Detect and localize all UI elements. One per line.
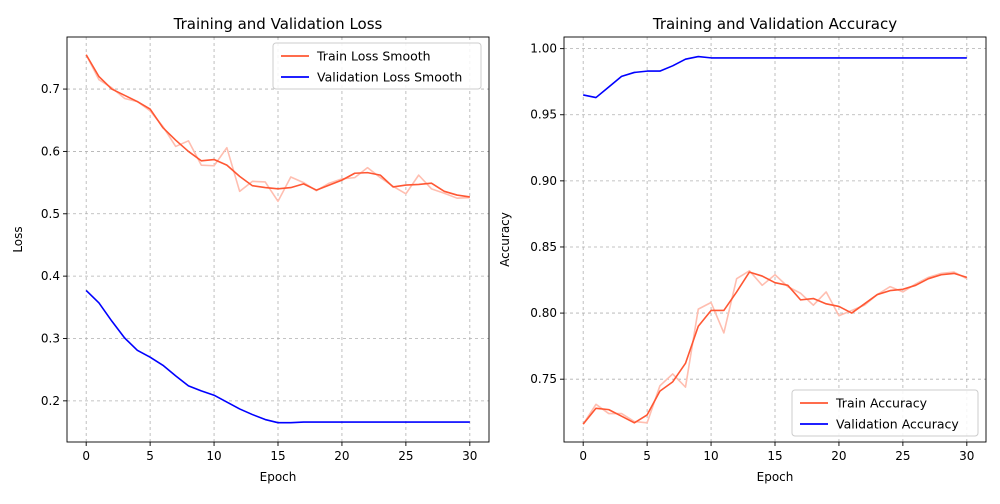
y-tick-label: 0.80 — [530, 306, 557, 320]
x-tick-label: 0 — [82, 449, 90, 463]
legend-entry: Train Accuracy — [835, 396, 928, 411]
x-tick-label: 20 — [831, 449, 846, 463]
y-tick-label: 0.85 — [530, 240, 557, 254]
legend: Train Accuracy Validation Accuracy — [791, 389, 979, 437]
y-tick-label: 0.90 — [530, 174, 557, 188]
y-axis-label: Accuracy — [498, 212, 512, 267]
y-tick-label: 0.2 — [41, 394, 60, 408]
x-tick-label: 15 — [767, 449, 782, 463]
series-line-validation-loss-smooth — [85, 289, 470, 424]
y-tick-label: 0.3 — [41, 331, 60, 345]
y-axis-label: Loss — [11, 226, 25, 252]
legend: Train Loss Smooth Validation Loss Smooth — [272, 42, 482, 90]
y-tick-label: 0.6 — [41, 144, 60, 158]
x-tick-label: 30 — [959, 449, 974, 463]
series-line-train-accuracy-raw — [582, 269, 968, 425]
y-tick-label: 0.7 — [41, 82, 60, 96]
y-tick-label: 0.95 — [530, 108, 557, 122]
chart-panel-1: 0 5 10 15 20 25 30 0.2 0.3 0.4 0.5 0.6 0.7 Training a… — [11, 15, 490, 484]
series-line-validation-accuracy — [583, 55, 967, 99]
series-line-train-loss-smooth — [85, 54, 470, 198]
legend-entry: Train Loss Smooth — [316, 49, 431, 64]
y-tick-label: 1.00 — [530, 42, 557, 56]
y-tick-label: 0.5 — [41, 207, 60, 221]
x-tick-label: 25 — [398, 449, 413, 463]
x-tick-label: 25 — [895, 449, 910, 463]
x-tick-label: 0 — [579, 449, 587, 463]
x-axis-label: Epoch — [757, 470, 794, 484]
x-tick-label: 5 — [146, 449, 154, 463]
series-line-train-loss — [85, 54, 470, 203]
legend-entry: Validation Accuracy — [836, 417, 959, 432]
x-axis-label: Epoch — [260, 470, 297, 484]
x-tick-label: 10 — [703, 449, 718, 463]
x-tick-label: 10 — [206, 449, 221, 463]
legend-box — [791, 389, 979, 437]
y-tick-label: 0.75 — [530, 372, 557, 386]
legend-box — [272, 42, 482, 90]
chart-title: Training and Validation Loss — [173, 15, 383, 33]
x-tick-label: 15 — [270, 449, 285, 463]
legend-entry: Validation Loss Smooth — [317, 70, 462, 85]
chart-title: Training and Validation Accuracy — [652, 15, 897, 33]
series-line-train-accuracy — [582, 271, 968, 425]
x-tick-label: 5 — [643, 449, 651, 463]
chart-panel-2: 0 5 10 15 20 25 30 0.75 0.80 0.85 0.90 0.95 1.00 Trai… — [498, 15, 987, 484]
x-tick-label: 20 — [334, 449, 349, 463]
x-tick-label: 30 — [462, 449, 477, 463]
y-tick-label: 0.4 — [41, 269, 60, 283]
